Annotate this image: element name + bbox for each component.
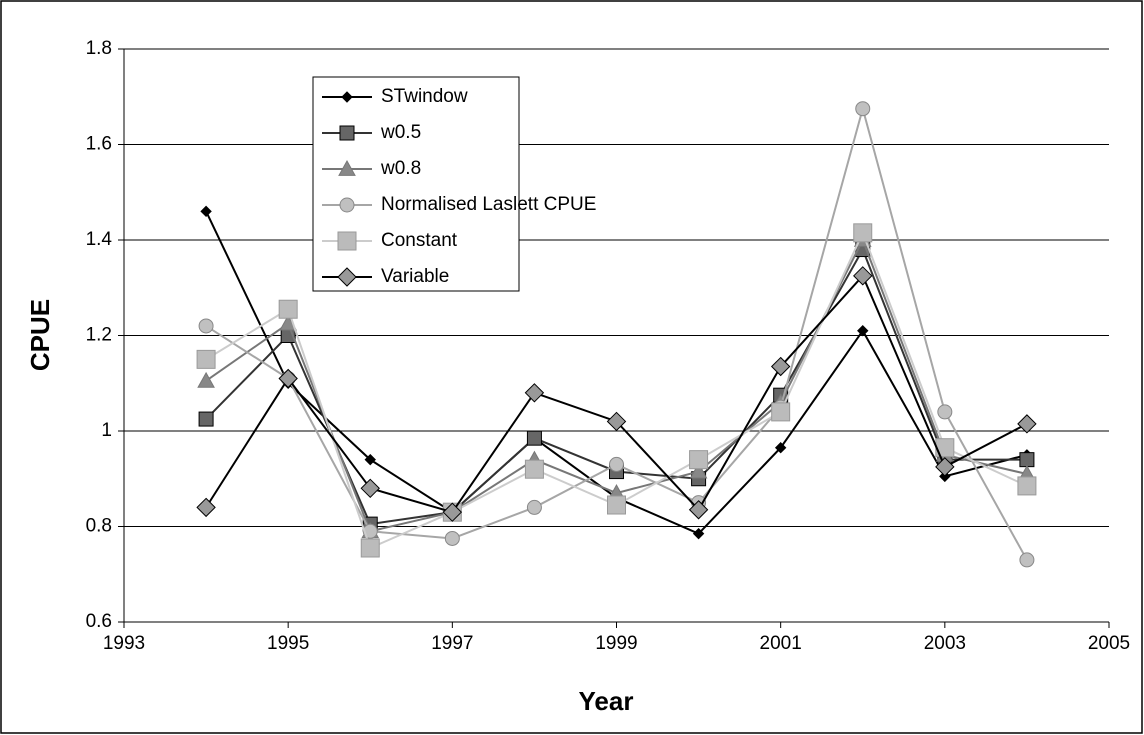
legend-label: w0.8: [380, 158, 421, 179]
y-tick-label: 1.4: [86, 229, 113, 250]
marker: [774, 442, 787, 454]
marker: [607, 495, 626, 515]
marker: [1017, 476, 1037, 496]
marker: [770, 356, 791, 377]
marker: [337, 267, 357, 287]
marker: [524, 459, 544, 479]
x-axis-label: Year: [579, 686, 634, 716]
marker: [337, 231, 357, 251]
marker: [937, 404, 953, 420]
marker: [196, 497, 216, 518]
marker: [689, 450, 709, 470]
marker: [196, 349, 216, 369]
marker: [278, 368, 298, 389]
x-tick-label: 2001: [760, 633, 802, 654]
marker: [442, 502, 463, 522]
x-tick-label: 1997: [431, 633, 473, 654]
marker: [197, 371, 215, 388]
y-tick-label: 1.2: [86, 325, 112, 346]
x-tick-label: 1995: [267, 633, 309, 654]
marker: [198, 411, 214, 427]
marker: [1019, 552, 1035, 568]
marker: [1017, 414, 1037, 434]
legend-box: [312, 76, 520, 292]
marker: [857, 325, 869, 337]
marker: [339, 125, 355, 141]
legend-label: Normalised Laslett CPUE: [381, 194, 596, 215]
y-tick-label: 0.6: [86, 611, 112, 632]
marker: [339, 197, 355, 213]
marker: [771, 402, 791, 422]
marker: [609, 456, 624, 472]
y-axis-label: CPUE: [25, 299, 55, 371]
marker: [200, 205, 212, 218]
marker: [198, 318, 214, 334]
y-tick-label: 1: [101, 420, 112, 441]
marker: [338, 159, 356, 176]
x-tick-label: 2005: [1088, 633, 1130, 654]
y-tick-label: 0.8: [86, 516, 112, 537]
marker: [1019, 452, 1035, 468]
legend-label: Variable: [381, 266, 449, 287]
marker: [341, 91, 353, 103]
marker: [855, 101, 871, 117]
marker: [853, 266, 873, 286]
x-tick-label: 2003: [924, 633, 966, 654]
marker: [444, 530, 460, 546]
marker: [689, 462, 708, 479]
marker: [526, 499, 542, 515]
marker: [853, 223, 873, 243]
legend-label: STwindow: [381, 86, 468, 107]
marker: [606, 411, 627, 432]
legend-label: w0.5: [380, 122, 421, 143]
marker: [692, 527, 705, 540]
x-tick-label: 1993: [103, 633, 145, 654]
marker: [524, 383, 545, 403]
x-tick-label: 1999: [595, 633, 637, 654]
marker: [935, 457, 955, 477]
y-tick-label: 1.6: [86, 134, 112, 155]
marker: [688, 500, 709, 520]
marker: [526, 430, 542, 446]
legend-label: Constant: [381, 230, 458, 251]
y-tick-label: 1.8: [86, 38, 112, 59]
marker: [278, 299, 298, 319]
marker: [360, 478, 380, 499]
marker: [360, 538, 380, 558]
marker: [364, 453, 376, 466]
